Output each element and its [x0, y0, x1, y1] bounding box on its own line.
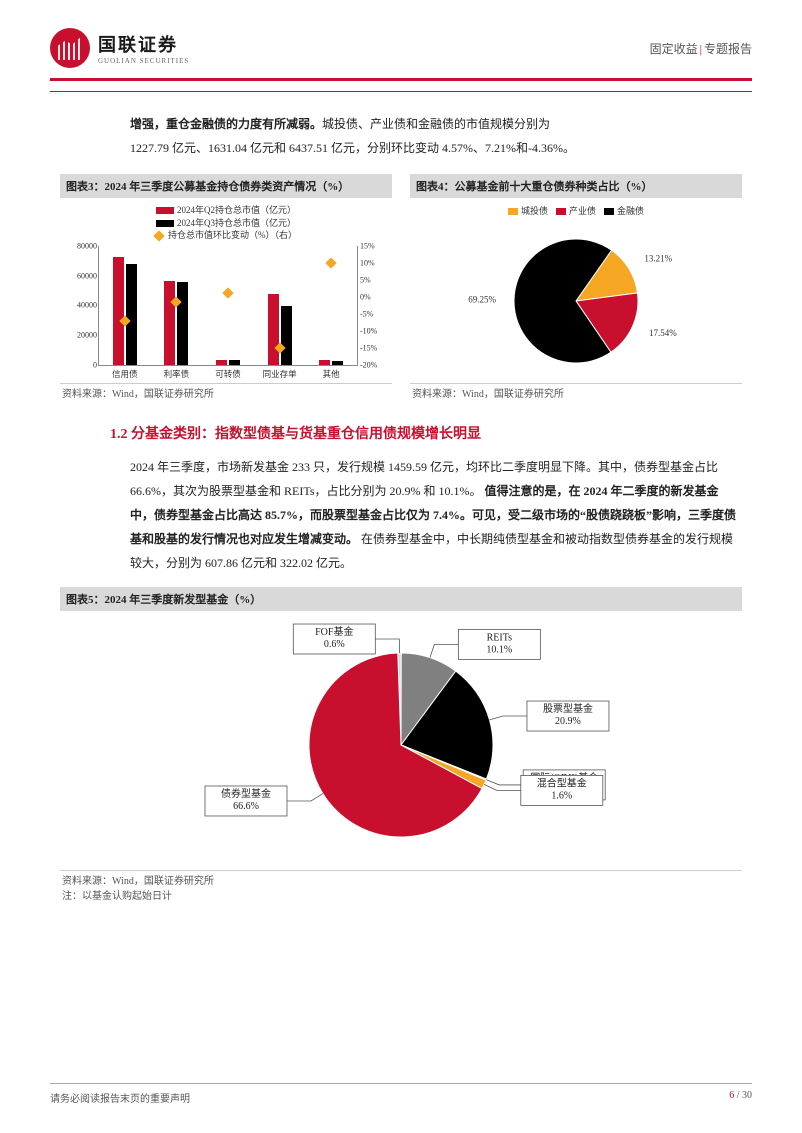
- chart3-title: 图表3：2024 年三季度公募基金持仓债券类资产情况（%）: [60, 174, 392, 198]
- category-right: 专题报告: [704, 42, 752, 56]
- chart3-source: 资料来源：Wind，国联证券研究所: [60, 384, 392, 405]
- chart3-box: 图表3：2024 年三季度公募基金持仓债券类资产情况（%） 2024年Q2持仓总…: [60, 174, 392, 405]
- chart3-axes: 020000400006000080000 -20%-15%-10%-5%0%5…: [98, 246, 358, 366]
- chart3-yaxis-left: 020000400006000080000: [65, 246, 99, 365]
- category-left: 固定收益: [650, 42, 698, 56]
- chart4-body: 城投债产业债金融债 13.21% 17.54% 69.25%: [410, 198, 742, 384]
- legend-q2-label: 2024年Q2持仓总市值（亿元）: [177, 205, 296, 215]
- page-footer: 请务必阅读报告末页的重要声明 6 / 30: [50, 1083, 752, 1105]
- logo-icon: [50, 28, 90, 68]
- separator-icon: |: [700, 42, 702, 56]
- svg-text:17.54%: 17.54%: [649, 328, 677, 338]
- chart5-title: 图表5：2024 年三季度新发型基金（%）: [60, 587, 742, 611]
- chart4-source: 资料来源：Wind，国联证券研究所: [410, 384, 742, 405]
- chart5-source: 资料来源：Wind，国联证券研究所 注：以基金认购起始日计: [60, 871, 742, 907]
- legend-chg-swatch: [153, 230, 164, 241]
- logo-en: GUOLIAN SECURITIES: [98, 57, 189, 65]
- chart3-body: 2024年Q2持仓总市值（亿元） 2024年Q3持仓总市值（亿元） 持仓总市值环…: [60, 198, 392, 384]
- chart4-box: 图表4：公募基金前十大重仓债券种类占比（%） 城投债产业债金融债 13.21%1…: [410, 174, 742, 405]
- chart4-title: 图表4：公募基金前十大重仓债券种类占比（%）: [410, 174, 742, 198]
- page-content: 增强，重仓金融债的力度有所减弱。城投债、产业债和金融债的市值规模分别为 1227…: [0, 112, 802, 907]
- legend-q3-swatch: [156, 220, 174, 227]
- svg-text:0.6%: 0.6%: [324, 639, 345, 650]
- intro-bold: 增强，重仓金融债的力度有所减弱。: [130, 117, 322, 131]
- chart3-plot-area: 信用债利率债可转债同业存单其他: [99, 246, 358, 365]
- chart4-plot: 城投债产业债金融债 13.21% 17.54% 69.25%: [414, 204, 738, 379]
- svg-text:10.1%: 10.1%: [486, 644, 512, 655]
- svg-text:债券型基金: 债券型基金: [221, 786, 271, 799]
- logo-text: 国联证券 GUOLIAN SECURITIES: [98, 31, 189, 65]
- charts-row-3-4: 图表3：2024 年三季度公募基金持仓债券类资产情况（%） 2024年Q2持仓总…: [60, 174, 742, 405]
- chart3-legend: 2024年Q2持仓总市值（亿元） 2024年Q3持仓总市值（亿元） 持仓总市值环…: [64, 204, 388, 242]
- svg-text:REITs: REITs: [487, 632, 513, 643]
- chart5-box: 图表5：2024 年三季度新发型基金（%） FOF基金0.6% REITs10.1…: [60, 587, 742, 907]
- chart5-pie: FOF基金0.6%REITs10.1%股票型基金20.9%国际(QDII)基金0…: [101, 617, 701, 867]
- svg-text:股票型基金: 股票型基金: [543, 702, 593, 715]
- page-current: 6: [729, 1090, 734, 1101]
- svg-text:13.21%: 13.21%: [644, 254, 672, 264]
- chart5-source-text: 资料来源：Wind，国联证券研究所: [62, 876, 214, 887]
- section-1-2-heading: 1.2 分基金类别：指数型债基与货基重仓信用债规模增长明显: [110, 423, 742, 443]
- logo-block: 国联证券 GUOLIAN SECURITIES: [50, 28, 189, 68]
- chart4-legend: 城投债产业债金融债: [504, 204, 648, 217]
- svg-text:混合型基金: 混合型基金: [537, 776, 587, 789]
- svg-text:20.9%: 20.9%: [555, 716, 581, 727]
- header-category: 固定收益|专题报告: [650, 40, 752, 57]
- footer-disclaimer: 请务必阅读报告末页的重要声明: [50, 1090, 190, 1105]
- intro-rest: 城投债、产业债和金融债的市值规模分别为: [322, 117, 550, 131]
- page-total: 30: [742, 1090, 752, 1101]
- page-header: 国联证券 GUOLIAN SECURITIES 固定收益|专题报告: [0, 0, 802, 76]
- chart5-note: 注：以基金认购起始日计: [62, 891, 172, 902]
- page-number: 6 / 30: [729, 1090, 752, 1105]
- header-thick-rule: [50, 78, 752, 81]
- chart4-pie: 13.21% 17.54% 69.25%: [436, 223, 716, 379]
- chart3-yaxis-right: -20%-15%-10%-5%0%5%10%15%: [358, 246, 388, 365]
- legend-q2-swatch: [156, 207, 174, 214]
- logo-cn: 国联证券: [98, 31, 189, 57]
- legend-chg-label: 持仓总市值环比变动（%）（右）: [168, 230, 297, 240]
- intro-line2: 1227.79 亿元、1631.04 亿元和 6437.51 亿元，分别环比变动…: [130, 141, 575, 155]
- svg-text:66.6%: 66.6%: [233, 800, 259, 811]
- section-1-2-paragraph: 2024 年三季度，市场新发基金 233 只，发行规模 1459.59 亿元，均…: [130, 455, 742, 575]
- svg-text:69.25%: 69.25%: [468, 295, 496, 305]
- svg-text:1.6%: 1.6%: [551, 790, 572, 801]
- legend-q3-label: 2024年Q3持仓总市值（亿元）: [177, 218, 296, 228]
- chart3-plot: 2024年Q2持仓总市值（亿元） 2024年Q3持仓总市值（亿元） 持仓总市值环…: [64, 204, 388, 379]
- header-thin-rule: [50, 91, 752, 92]
- intro-paragraph: 增强，重仓金融债的力度有所减弱。城投债、产业债和金融债的市值规模分别为 1227…: [130, 112, 742, 160]
- svg-text:FOF基金: FOF基金: [315, 625, 353, 638]
- chart5-body: FOF基金0.6%REITs10.1%股票型基金20.9%国际(QDII)基金0…: [60, 611, 742, 871]
